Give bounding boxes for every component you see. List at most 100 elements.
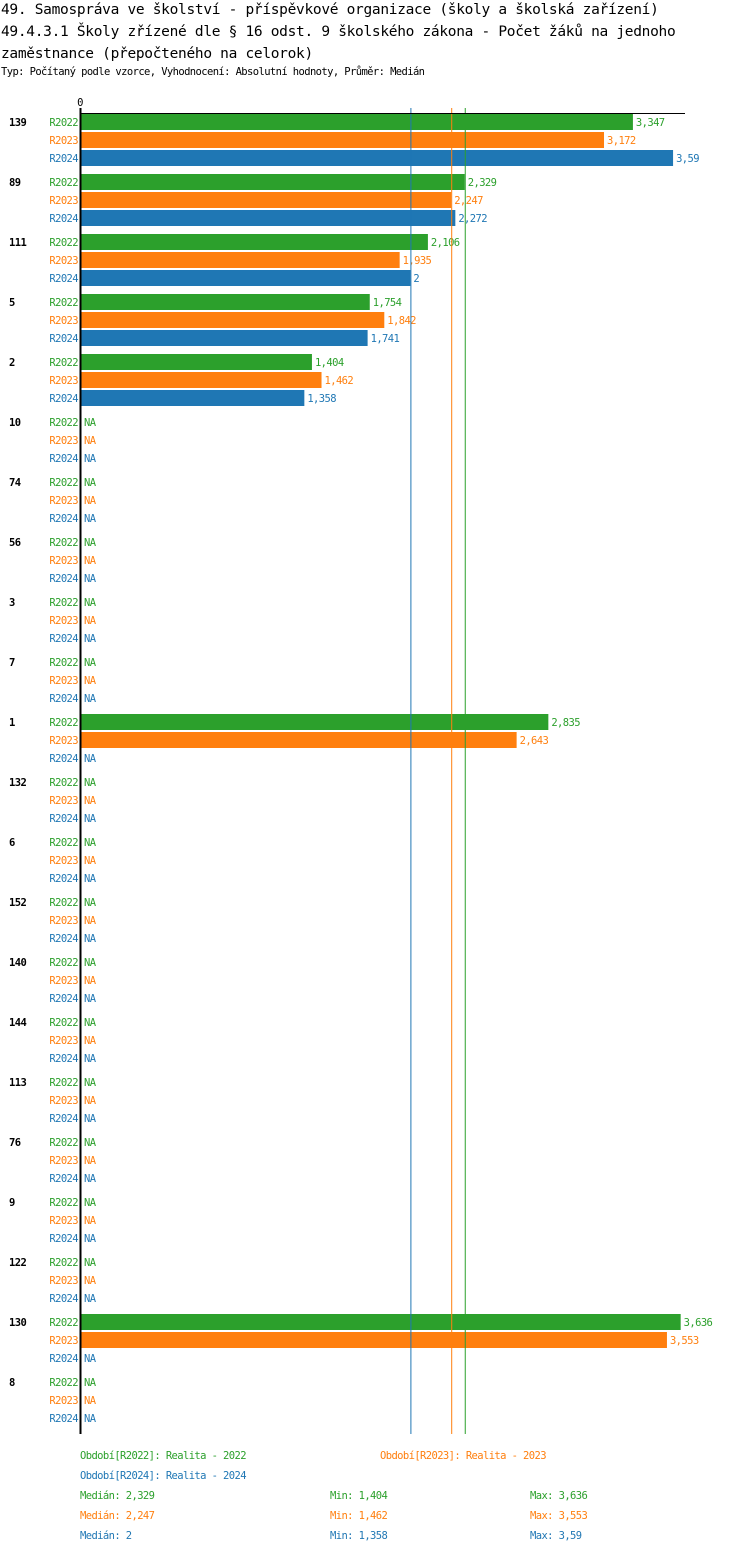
na-label: NA (84, 1233, 97, 1245)
na-label: NA (84, 1275, 97, 1287)
data-label: 2,643 (520, 735, 549, 747)
legend-period-r2023: Období[R2023]: Realita - 2023 (380, 1450, 547, 1462)
series-label: R2023 (49, 735, 78, 747)
series-label: R2024 (49, 1353, 78, 1365)
series-label: R2023 (49, 855, 78, 867)
na-label: NA (84, 897, 97, 909)
max-r2023: Max: 3,553 (530, 1510, 588, 1522)
data-label: 1,754 (373, 297, 402, 309)
data-label: 2,272 (458, 213, 487, 225)
na-label: NA (84, 1035, 97, 1047)
median-r2023: Medián: 2,247 (80, 1510, 155, 1522)
na-label: NA (84, 435, 97, 447)
series-label: R2022 (49, 177, 78, 189)
series-label: R2024 (49, 933, 78, 945)
na-label: NA (84, 1353, 97, 1365)
series-label: R2023 (49, 375, 78, 387)
data-label: 1,358 (307, 393, 336, 405)
na-label: NA (84, 813, 97, 825)
na-label: NA (84, 873, 97, 885)
series-label: R2022 (49, 1257, 78, 1269)
bar (80, 174, 465, 190)
na-label: NA (84, 633, 97, 645)
series-label: R2024 (49, 693, 78, 705)
na-label: NA (84, 1395, 97, 1407)
series-label: R2024 (49, 573, 78, 585)
bar (80, 132, 605, 148)
series-label: R2024 (49, 1293, 78, 1305)
category-label: 8 (9, 1377, 15, 1389)
min-r2022: Min: 1,404 (330, 1490, 388, 1502)
category-label: 1 (9, 717, 15, 729)
series-label: R2022 (49, 1017, 78, 1029)
data-label: 1,462 (325, 375, 354, 387)
na-label: NA (84, 837, 97, 849)
data-label: 3,347 (636, 117, 665, 129)
series-label: R2023 (49, 435, 78, 447)
series-label: R2022 (49, 1137, 78, 1149)
category-label: 139 (9, 117, 26, 129)
series-label: R2022 (49, 777, 78, 789)
category-label: 10 (9, 417, 21, 429)
na-label: NA (84, 1173, 97, 1185)
na-label: NA (84, 1095, 97, 1107)
min-r2023: Min: 1,462 (330, 1510, 388, 1522)
bar (80, 294, 370, 310)
series-label: R2024 (49, 333, 78, 345)
bar (80, 192, 452, 208)
series-label: R2023 (49, 615, 78, 627)
data-label: 2,247 (454, 195, 483, 207)
na-label: NA (84, 675, 97, 687)
category-label: 2 (9, 357, 15, 369)
data-label: 3,553 (670, 1335, 699, 1347)
series-label: R2024 (49, 393, 78, 405)
series-label: R2022 (49, 1377, 78, 1389)
bar (80, 150, 674, 166)
series-label: R2023 (49, 195, 78, 207)
series-label: R2023 (49, 915, 78, 927)
bar (80, 354, 312, 370)
na-label: NA (84, 573, 97, 585)
category-label: 3 (9, 597, 15, 609)
data-label: 2,106 (431, 237, 460, 249)
data-label: 2,835 (551, 717, 580, 729)
na-label: NA (84, 1113, 97, 1125)
series-label: R2022 (49, 957, 78, 969)
series-label: R2022 (49, 717, 78, 729)
na-label: NA (84, 1155, 97, 1167)
x-tick-label: 0 (77, 97, 83, 109)
na-label: NA (84, 753, 97, 765)
series-label: R2023 (49, 495, 78, 507)
series-label: R2023 (49, 675, 78, 687)
data-label: 1,935 (403, 255, 432, 267)
series-label: R2023 (49, 1095, 78, 1107)
category-label: 113 (9, 1077, 26, 1089)
series-label: R2024 (49, 153, 78, 165)
bar (80, 732, 517, 748)
series-label: R2022 (49, 837, 78, 849)
category-label: 122 (9, 1257, 26, 1269)
series-label: R2024 (49, 633, 78, 645)
na-label: NA (84, 1377, 97, 1389)
category-label: 5 (9, 297, 15, 309)
series-label: R2022 (49, 417, 78, 429)
series-label: R2022 (49, 537, 78, 549)
bar (80, 270, 411, 286)
na-label: NA (84, 477, 97, 489)
series-label: R2023 (49, 1395, 78, 1407)
series-label: R2022 (49, 117, 78, 129)
series-label: R2023 (49, 255, 78, 267)
series-label: R2023 (49, 315, 78, 327)
data-label: 2 (413, 273, 419, 285)
na-label: NA (84, 1293, 97, 1305)
bar (80, 330, 368, 346)
na-label: NA (84, 1053, 97, 1065)
na-label: NA (84, 495, 97, 507)
na-label: NA (84, 777, 97, 789)
data-label: 3,636 (684, 1317, 713, 1329)
series-label: R2022 (49, 597, 78, 609)
series-label: R2024 (49, 1413, 78, 1425)
data-label: 3,59 (676, 153, 699, 165)
series-label: R2023 (49, 1155, 78, 1167)
